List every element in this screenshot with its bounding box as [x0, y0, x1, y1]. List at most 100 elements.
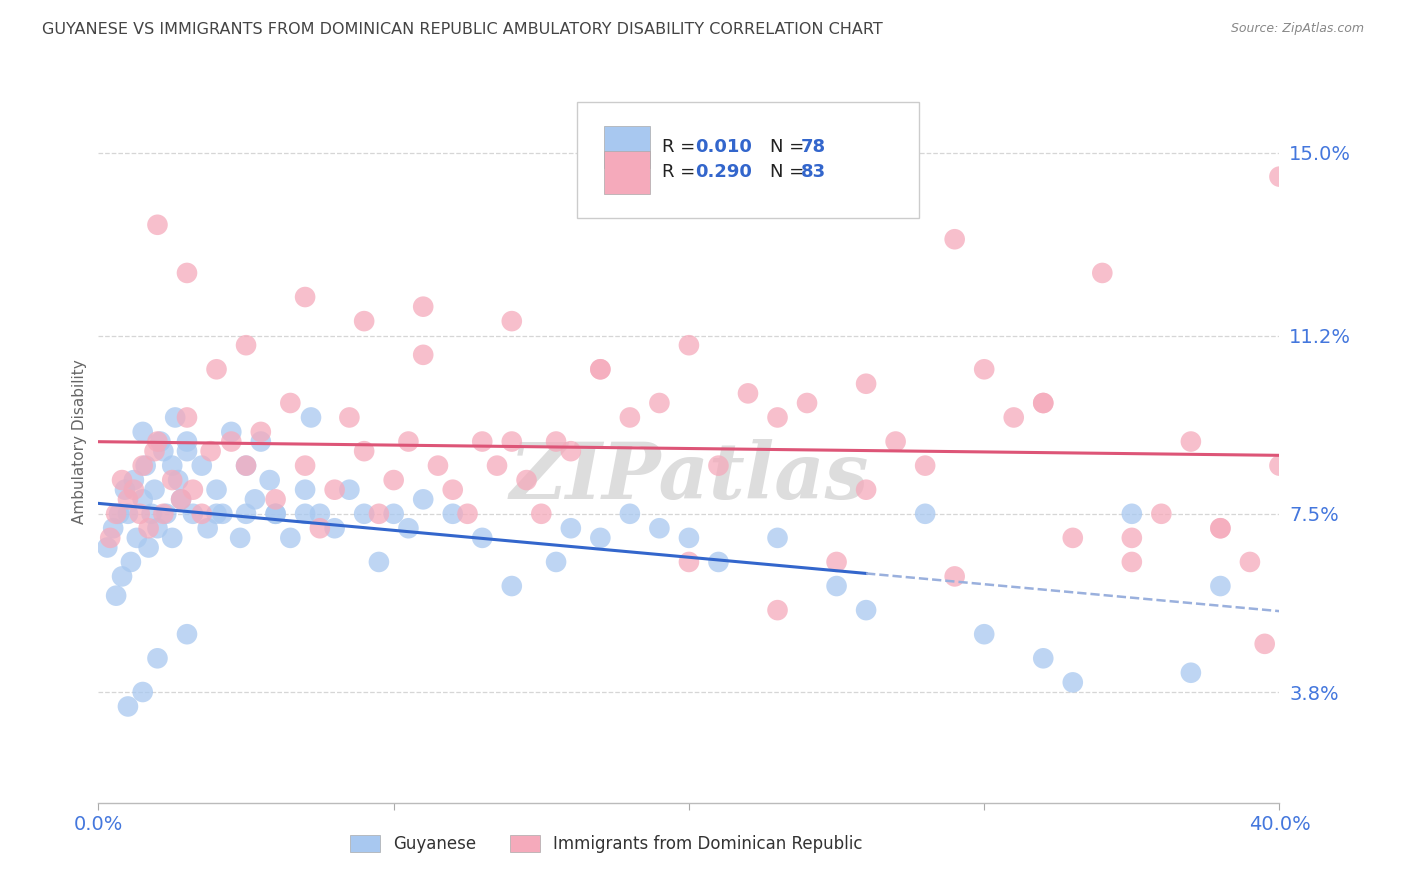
- Point: [855, 603, 877, 617]
- Point: [825, 555, 848, 569]
- Point: [176, 627, 198, 641]
- Point: [294, 507, 316, 521]
- Point: [235, 338, 257, 352]
- Point: [382, 507, 405, 521]
- Point: [170, 492, 193, 507]
- Point: [914, 507, 936, 521]
- Point: [471, 531, 494, 545]
- Point: [235, 458, 257, 473]
- Point: [943, 232, 966, 246]
- Point: [120, 555, 142, 569]
- Point: [280, 396, 302, 410]
- Point: [162, 473, 183, 487]
- Point: [138, 521, 160, 535]
- Point: [235, 507, 257, 521]
- Point: [530, 507, 553, 521]
- Point: [1121, 531, 1143, 545]
- Point: [299, 410, 322, 425]
- Point: [105, 589, 128, 603]
- Point: [229, 531, 252, 545]
- Point: [143, 483, 166, 497]
- Point: [128, 507, 150, 521]
- Point: [914, 458, 936, 473]
- Point: [1091, 266, 1114, 280]
- Point: [176, 444, 198, 458]
- Point: [412, 300, 434, 314]
- Point: [1268, 458, 1291, 473]
- Point: [1209, 521, 1232, 535]
- Point: [221, 434, 243, 449]
- Point: [221, 425, 243, 439]
- Point: [766, 410, 789, 425]
- Point: [323, 483, 346, 497]
- Point: [441, 483, 464, 497]
- Point: [132, 492, 155, 507]
- Point: [191, 458, 214, 473]
- Point: [427, 458, 450, 473]
- Point: [162, 531, 183, 545]
- Point: [176, 410, 198, 425]
- Point: [146, 651, 169, 665]
- Point: [339, 483, 361, 497]
- Text: R =: R =: [662, 138, 700, 156]
- Point: [103, 521, 125, 535]
- Point: [200, 444, 222, 458]
- Point: [122, 473, 145, 487]
- Point: [943, 569, 966, 583]
- Point: [619, 410, 641, 425]
- Point: [108, 507, 131, 521]
- Point: [619, 507, 641, 521]
- Point: [122, 483, 145, 497]
- Point: [855, 483, 877, 497]
- Point: [339, 410, 361, 425]
- Point: [486, 458, 509, 473]
- Point: [501, 314, 523, 328]
- Point: [132, 458, 155, 473]
- Point: [546, 555, 568, 569]
- Point: [648, 521, 671, 535]
- Point: [105, 507, 128, 521]
- Point: [114, 483, 136, 497]
- Text: 78: 78: [801, 138, 827, 156]
- Point: [589, 362, 612, 376]
- Point: [1032, 396, 1054, 410]
- Point: [152, 507, 174, 521]
- Point: [546, 434, 568, 449]
- Point: [138, 541, 160, 555]
- Point: [589, 531, 612, 545]
- Point: [176, 434, 198, 449]
- Point: [457, 507, 479, 521]
- Point: [1002, 410, 1025, 425]
- Point: [1209, 521, 1232, 535]
- Point: [170, 492, 193, 507]
- Point: [211, 507, 233, 521]
- Point: [884, 434, 907, 449]
- Point: [398, 521, 420, 535]
- Point: [162, 458, 183, 473]
- Point: [98, 531, 121, 545]
- Point: [1062, 675, 1084, 690]
- Point: [766, 603, 789, 617]
- Point: [678, 531, 700, 545]
- Legend: Guyanese, Immigrants from Dominican Republic: Guyanese, Immigrants from Dominican Repu…: [343, 828, 869, 860]
- Point: [707, 555, 730, 569]
- Point: [1062, 531, 1084, 545]
- Point: [353, 444, 375, 458]
- Point: [205, 483, 228, 497]
- Point: [149, 434, 172, 449]
- Point: [441, 507, 464, 521]
- Point: [501, 579, 523, 593]
- Y-axis label: Ambulatory Disability: Ambulatory Disability: [72, 359, 87, 524]
- Point: [146, 521, 169, 535]
- Point: [516, 473, 538, 487]
- Point: [855, 376, 877, 391]
- Text: GUYANESE VS IMMIGRANTS FROM DOMINICAN REPUBLIC AMBULATORY DISABILITY CORRELATION: GUYANESE VS IMMIGRANTS FROM DOMINICAN RE…: [42, 22, 883, 37]
- Point: [1239, 555, 1261, 569]
- Point: [197, 521, 219, 535]
- Point: [250, 434, 273, 449]
- Point: [1180, 434, 1202, 449]
- Point: [235, 458, 257, 473]
- Text: 83: 83: [801, 163, 827, 181]
- Point: [191, 507, 214, 521]
- Point: [167, 473, 190, 487]
